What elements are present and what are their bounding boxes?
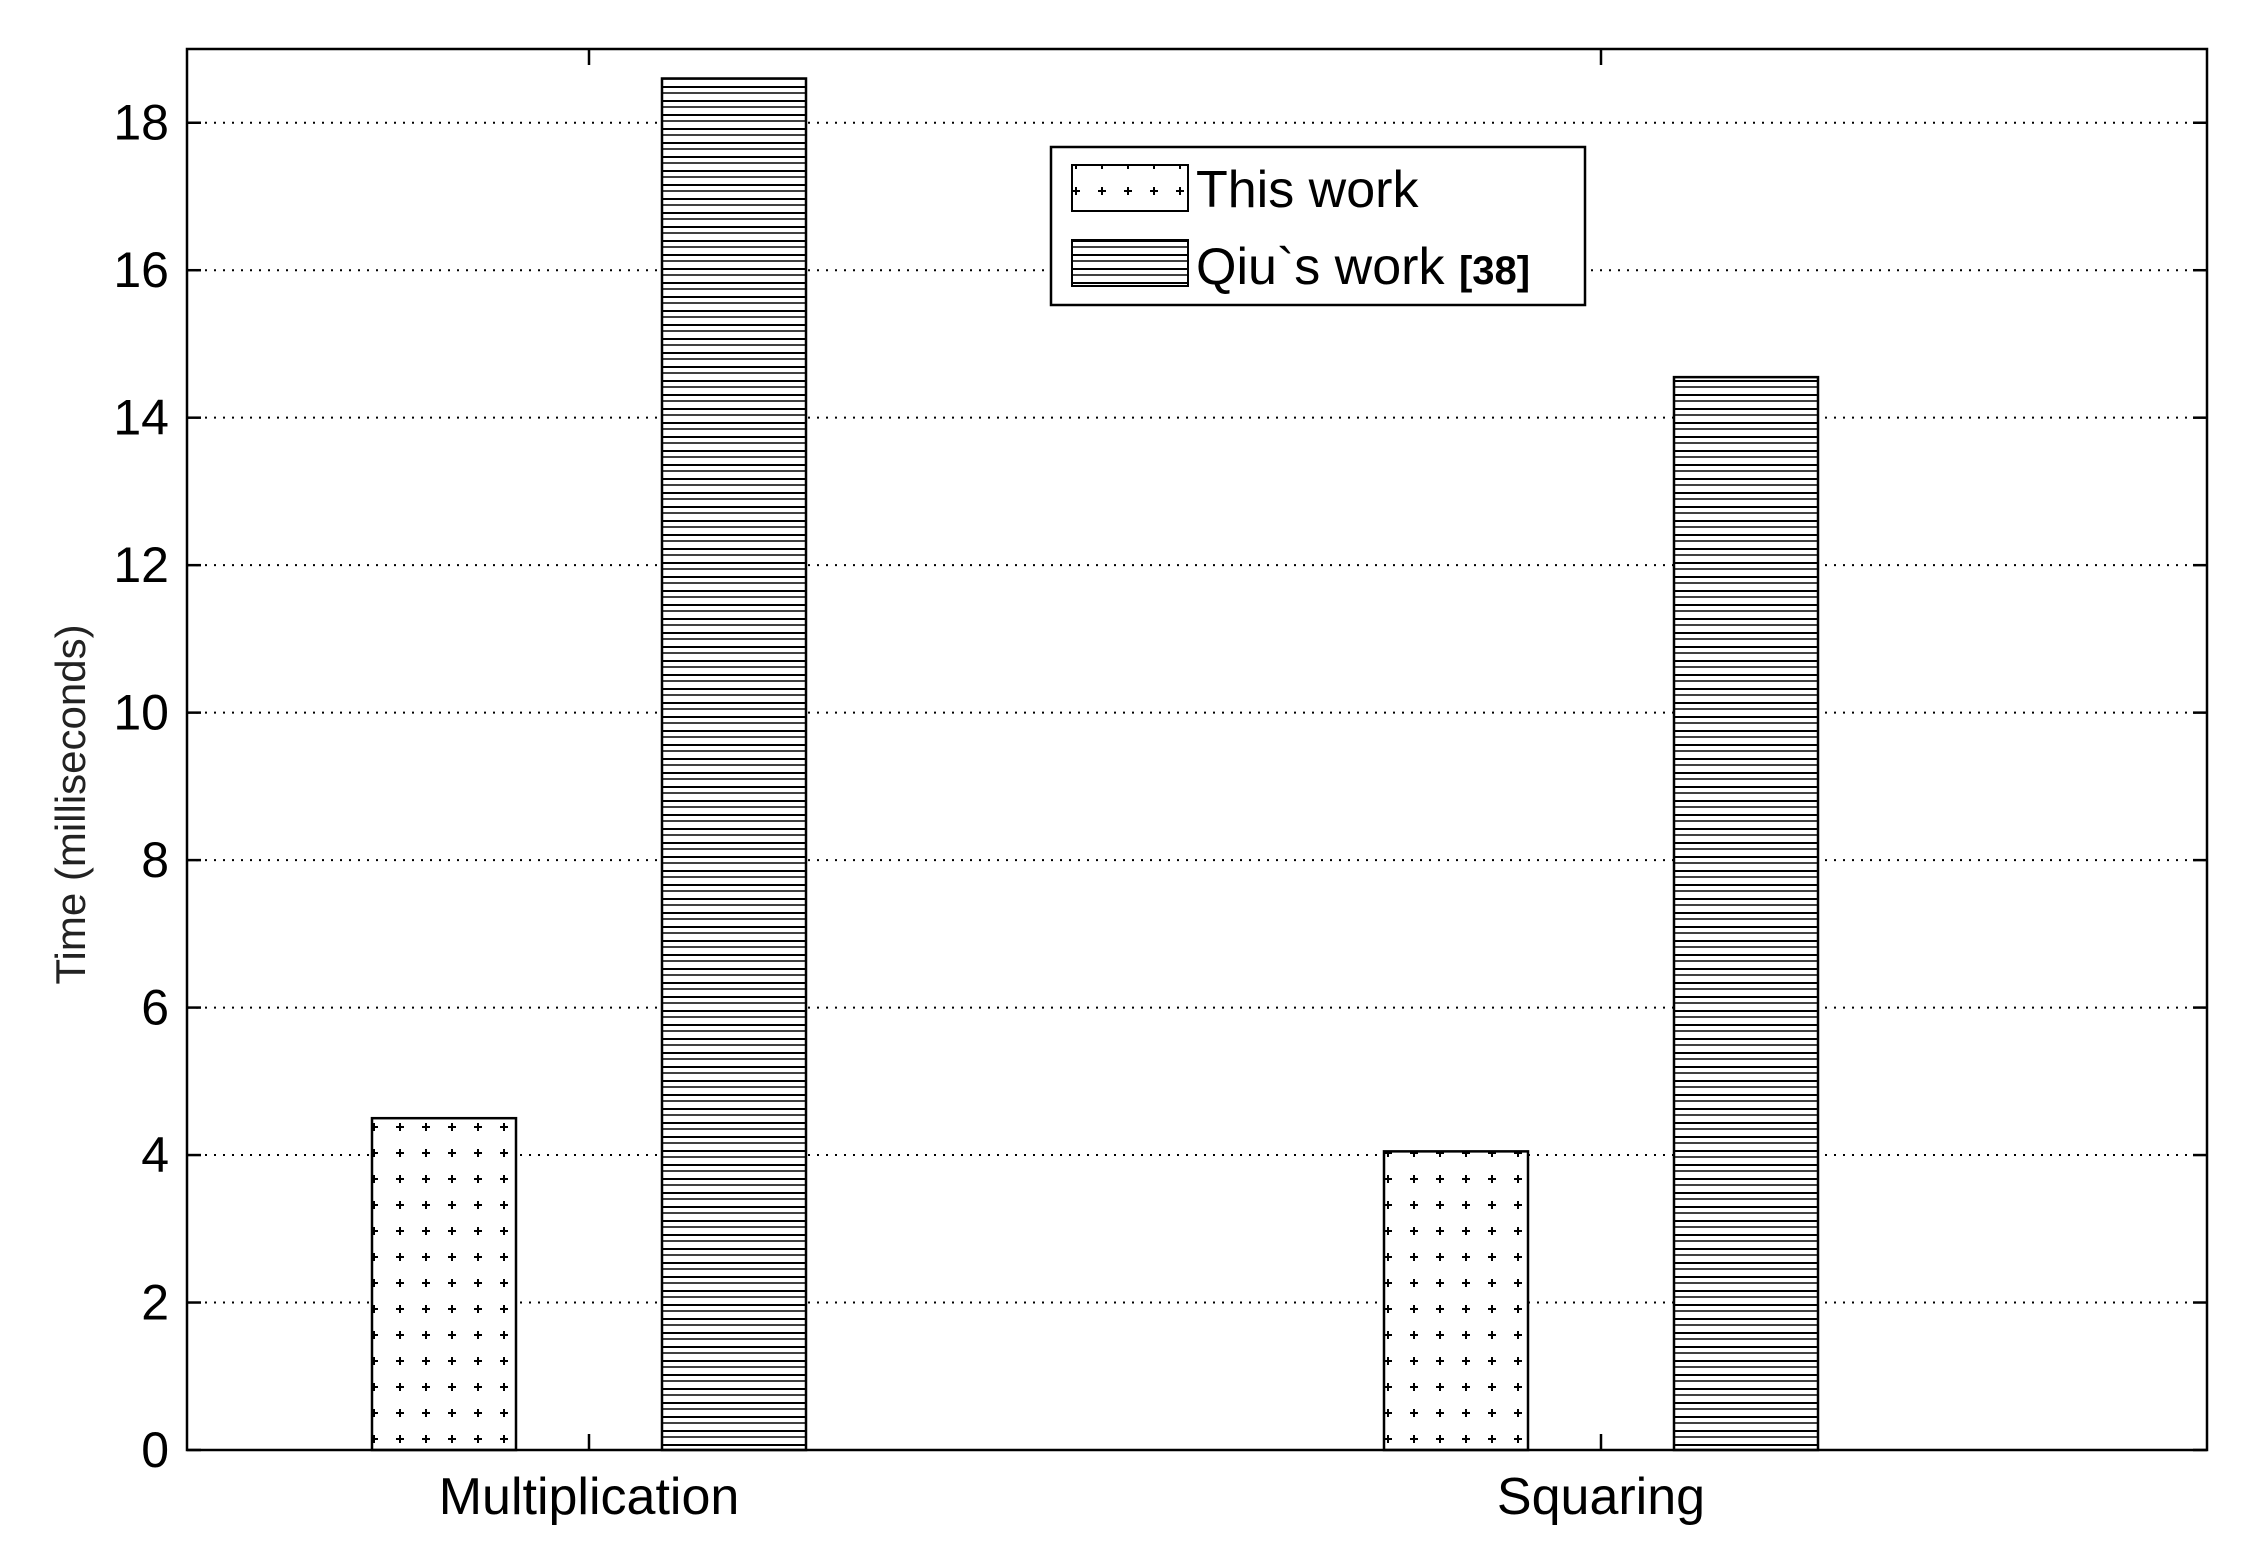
grid-lines [187, 121, 2207, 1304]
y-tick-label: 16 [113, 242, 169, 298]
y-tick-label: 2 [141, 1275, 169, 1331]
y-axis-ticks: 0 2 4 6 8 10 12 14 16 18 [113, 95, 2207, 1478]
y-tick-label: 18 [113, 95, 169, 151]
y-tick-label: 6 [141, 980, 169, 1036]
legend-label-this-work: This work [1196, 161, 1419, 219]
bars [370, 77, 1820, 1452]
bar-this-work-squaring [1382, 1150, 1530, 1452]
legend-label-qiu-work: Qiu`s work [38] [1196, 238, 1530, 296]
y-tick-label: 0 [141, 1422, 169, 1478]
x-axis-ticks: Multiplication Squaring [439, 49, 1705, 1526]
plot-frame [185, 47, 2209, 1452]
bar-this-work-multiplication [370, 1116, 518, 1452]
legend-swatch-this-work [1071, 164, 1189, 212]
legend-label-qiu-work-name: Qiu`s work [1196, 238, 1445, 296]
legend: This work Qiu`s work [38] [1049, 145, 1587, 307]
y-tick-label: 4 [141, 1127, 169, 1183]
x-category-label: Squaring [1497, 1468, 1705, 1526]
bar-qiu-work-multiplication [660, 77, 808, 1452]
x-category-label: Multiplication [439, 1468, 740, 1526]
y-tick-label: 12 [113, 537, 169, 593]
y-tick-label: 10 [113, 685, 169, 741]
legend-label-qiu-work-ref: [38] [1459, 249, 1530, 293]
legend-swatch-qiu-work [1071, 239, 1189, 287]
y-axis-label: Time (milliseconds) [47, 624, 94, 984]
y-tick-label: 14 [113, 390, 169, 446]
y-tick-label: 8 [141, 832, 169, 888]
bar-qiu-work-squaring [1672, 375, 1820, 1452]
